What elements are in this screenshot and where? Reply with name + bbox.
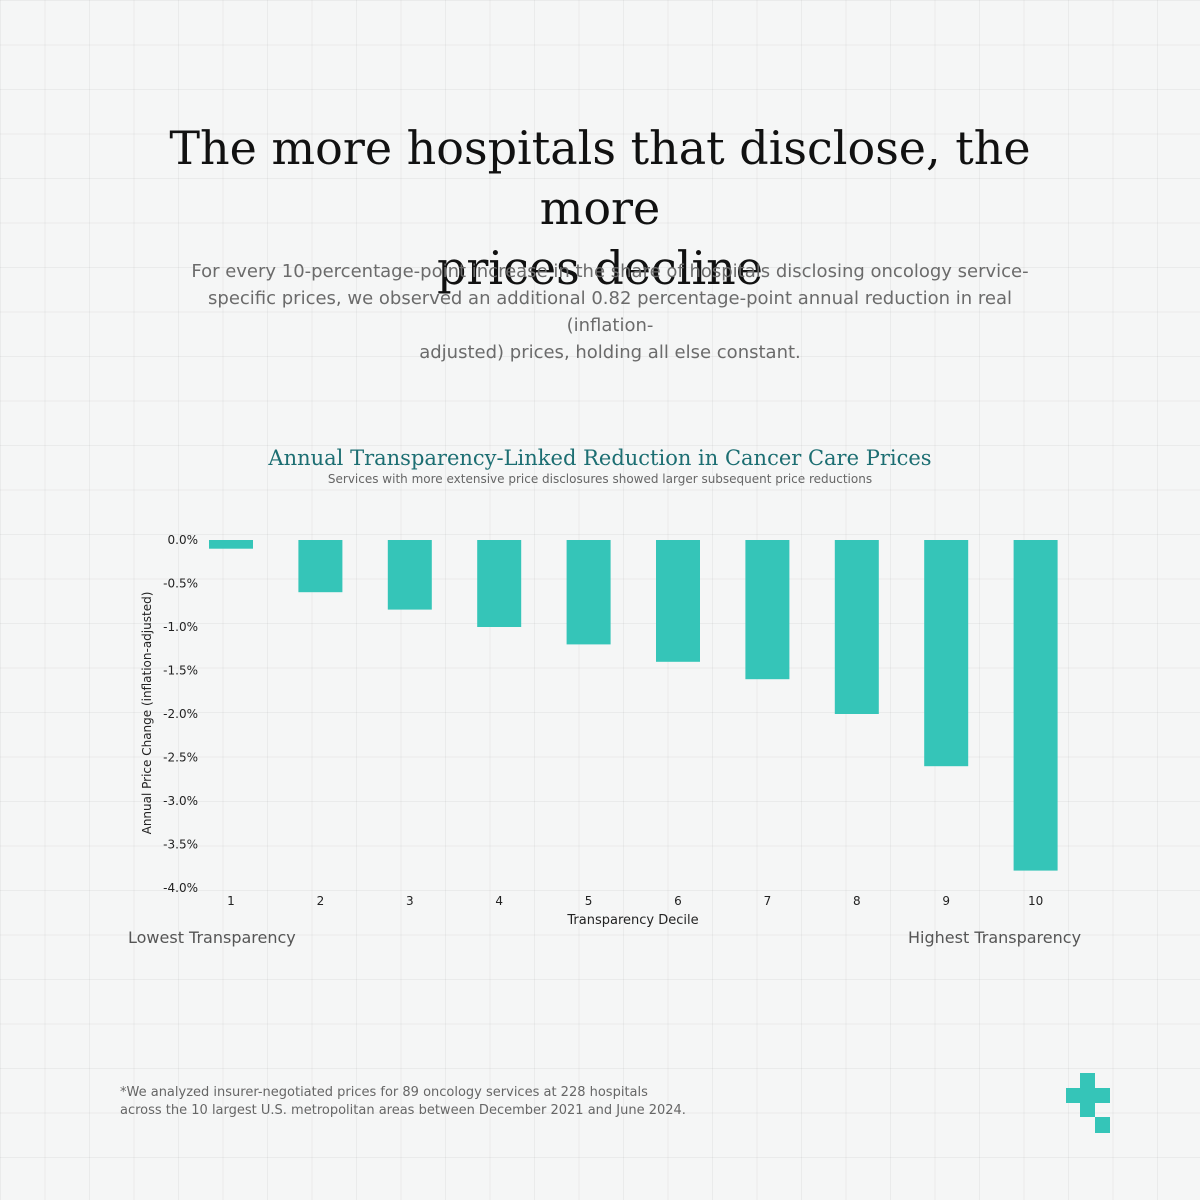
bar-decile-6 <box>656 540 700 662</box>
x-tick-label: 5 <box>585 894 593 908</box>
title-line-1: The more hospitals that disclose, the mo… <box>169 121 1031 235</box>
subtitle-line-2: specific prices, we observed an addition… <box>208 288 1012 336</box>
x-tick-label: 9 <box>942 894 950 908</box>
bar-decile-9 <box>924 540 969 767</box>
footnote-line-2: across the 10 largest U.S. metropolitan … <box>120 1103 686 1118</box>
footnote-line-1: *We analyzed insurer-negotiated prices f… <box>120 1085 648 1100</box>
x-tick-label: 7 <box>764 894 772 908</box>
y-tick-label: -1.5% <box>163 664 198 678</box>
chart-title: Annual Transparency-Linked Reduction in … <box>268 446 932 470</box>
bar-decile-7 <box>745 540 790 680</box>
y-tick-label: -1.0% <box>163 620 198 634</box>
x-tick-label: 4 <box>495 894 503 908</box>
y-tick-label: 0.0% <box>168 533 199 547</box>
x-tick-label: 8 <box>853 894 861 908</box>
bar-decile-5 <box>566 540 611 645</box>
y-tick-label: -2.0% <box>163 707 198 721</box>
bar-decile-2 <box>298 540 343 593</box>
page-title: The more hospitals that disclose, the mo… <box>150 118 1050 298</box>
subtitle-line-1: For every 10-percentage-point increase i… <box>191 261 1029 282</box>
bar-decile-8 <box>834 540 879 714</box>
bar-decile-1 <box>209 540 253 549</box>
x-axis-label: Transparency Decile <box>566 913 698 928</box>
bar-decile-3 <box>387 540 432 610</box>
y-axis-label: Annual Price Change (inflation-adjusted) <box>140 592 154 835</box>
y-tick-label: -2.5% <box>163 751 198 765</box>
bar-decile-4 <box>477 540 522 627</box>
page-subtitle: For every 10-percentage-point increase i… <box>170 258 1050 366</box>
x-tick-label: 3 <box>406 894 414 908</box>
y-tick-label: -3.0% <box>163 794 198 808</box>
x-tick-label: 10 <box>1028 894 1043 908</box>
lowest-transparency-label: Lowest Transparency <box>128 928 296 947</box>
medical-cross-logo-icon <box>1066 1073 1110 1133</box>
bar-decile-10 <box>1013 540 1058 871</box>
highest-transparency-label: Highest Transparency <box>908 928 1082 947</box>
y-tick-label: -3.5% <box>163 838 198 852</box>
y-tick-label: -4.0% <box>163 881 198 895</box>
chart-subtitle: Services with more extensive price discl… <box>327 472 873 486</box>
x-tick-label: 6 <box>674 894 682 908</box>
y-tick-label: -0.5% <box>163 577 198 591</box>
title-line-2: prices decline <box>436 241 764 295</box>
subtitle-line-3: adjusted) prices, holding all else const… <box>419 342 801 363</box>
x-tick-label: 1 <box>227 894 235 908</box>
footnote: *We analyzed insurer-negotiated prices f… <box>120 1084 740 1120</box>
x-tick-label: 2 <box>317 894 325 908</box>
